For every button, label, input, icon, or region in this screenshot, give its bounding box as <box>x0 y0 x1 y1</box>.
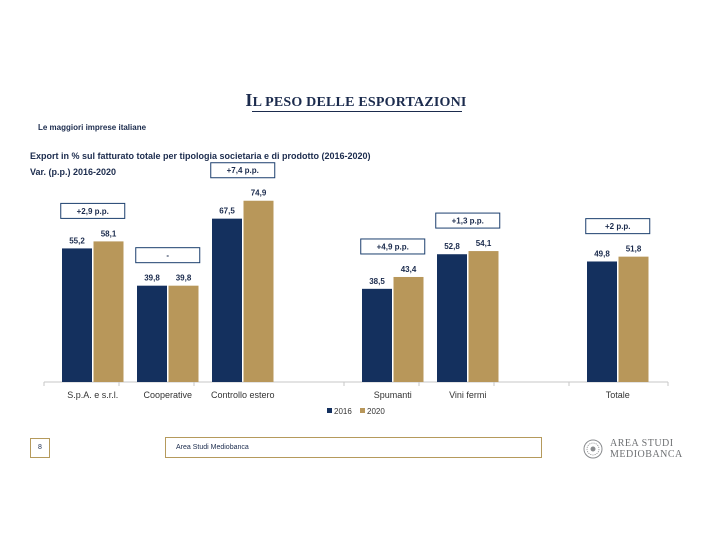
mediobanca-logo: AREA STUDI MEDIOBANCA <box>583 436 695 462</box>
category-label: Spumanti <box>374 390 412 400</box>
data-label-2020: 58,1 <box>101 229 117 238</box>
category-label: S.p.A. e s.r.l. <box>67 390 118 400</box>
bar-2016 <box>587 261 617 382</box>
data-label-2020: 74,9 <box>251 189 267 198</box>
data-label-2016: 55,2 <box>69 236 85 245</box>
category-label: Cooperative <box>143 390 192 400</box>
variation-label: +4,9 p.p. <box>377 242 409 251</box>
page-title-initial: I <box>245 90 253 110</box>
bar-2016 <box>62 248 92 382</box>
page-title-rest: L PESO DELLE ESPORTAZIONI <box>252 95 467 110</box>
seal-icon <box>583 439 603 459</box>
bar-chart: 55,2 58,1 S.p.A. e s.r.l. +2,9 p.p. 39,8 39,8… <box>43 162 669 416</box>
data-label-2020: 43,4 <box>401 265 417 274</box>
page-subtitle: Le maggiori imprese italiane <box>38 123 147 132</box>
data-label-2016: 52,8 <box>444 242 460 251</box>
variation-box <box>60 202 126 219</box>
footer-source: Area Studi Mediobanca <box>165 437 542 458</box>
category-label: Vini fermi <box>449 390 486 400</box>
page-number: 8 <box>30 438 50 458</box>
variation-label: +2 p.p. <box>605 222 631 231</box>
variation-label: +7,4 p.p. <box>227 166 259 175</box>
variation-box <box>135 247 201 264</box>
bar-2016 <box>362 288 392 382</box>
variation-label: +2,9 p.p. <box>77 207 109 216</box>
title-underline <box>252 111 462 112</box>
bar-2020 <box>393 276 424 382</box>
variation-box <box>360 238 426 255</box>
data-label-2016: 49,8 <box>594 249 610 258</box>
variation-box <box>585 218 651 235</box>
chart-heading: Export in % sul fatturato totale per tip… <box>30 151 371 161</box>
bar-2020 <box>468 251 499 382</box>
legend-label-2016: 2016 <box>334 407 352 416</box>
legend-label-2020: 2020 <box>367 407 385 416</box>
logo-line-1: AREA STUDI <box>610 438 674 449</box>
bar-2016 <box>137 285 167 382</box>
category-label: Totale <box>606 390 630 400</box>
bar-2020 <box>243 200 274 382</box>
bar-2016 <box>212 218 242 382</box>
variation-label: +1,3 p.p. <box>452 217 484 226</box>
data-label-2016: 67,5 <box>219 207 235 216</box>
page-title: IL PESO DELLE ESPORTAZIONI <box>0 90 712 111</box>
bar-2020 <box>93 241 124 382</box>
data-label-2016: 39,8 <box>144 274 160 283</box>
variation-label: - <box>166 251 169 260</box>
bar-2020 <box>618 256 649 382</box>
data-label-2016: 38,5 <box>369 277 385 286</box>
bar-2020 <box>168 285 199 382</box>
variation-box <box>210 162 276 179</box>
variation-box <box>435 212 501 229</box>
legend-swatch-2016 <box>327 408 332 413</box>
data-label-2020: 39,8 <box>176 274 192 283</box>
data-label-2020: 51,8 <box>626 245 642 254</box>
variation-heading: Var. (p.p.) 2016-2020 <box>30 167 117 177</box>
data-label-2020: 54,1 <box>476 239 492 248</box>
logo-line-2: MEDIOBANCA <box>610 449 683 460</box>
legend-swatch-2020 <box>360 408 365 413</box>
category-label: Controllo estero <box>211 390 275 400</box>
bar-2016 <box>437 254 467 382</box>
